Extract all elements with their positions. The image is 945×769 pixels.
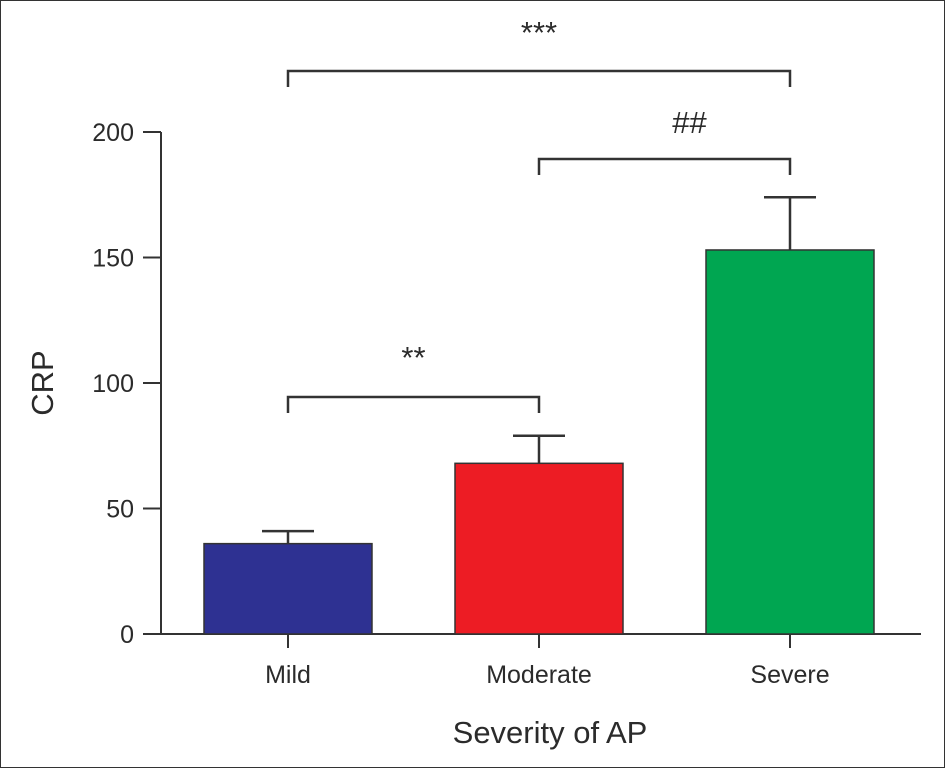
bar-mild — [203, 542, 373, 635]
y-tick-label: 100 — [92, 370, 134, 398]
y-tick-label: 200 — [92, 119, 134, 147]
significance-bracket — [286, 395, 541, 413]
y-tick-label: 0 — [120, 621, 134, 649]
x-tick-label: Moderate — [486, 661, 592, 689]
axes: 0 50 100 150 200 Mild Moderate Severe — [92, 119, 921, 689]
bar-moderate — [454, 462, 624, 635]
significance-label: ## — [672, 105, 707, 140]
y-tick-label: 150 — [92, 245, 134, 273]
bars — [203, 196, 875, 635]
significance-label: ** — [401, 340, 425, 375]
significance-annotations: *** ## ** — [286, 15, 792, 413]
significance-bracket — [286, 69, 792, 87]
y-axis-title: CRP — [25, 350, 60, 415]
x-tick-label: Mild — [265, 661, 311, 689]
significance-bracket — [537, 157, 792, 175]
x-tick-label: Severe — [750, 661, 829, 689]
bar-severe — [705, 249, 875, 635]
y-tick-label: 50 — [106, 496, 134, 524]
significance-label: *** — [521, 15, 557, 50]
x-axis-title: Severity of AP — [453, 715, 648, 750]
